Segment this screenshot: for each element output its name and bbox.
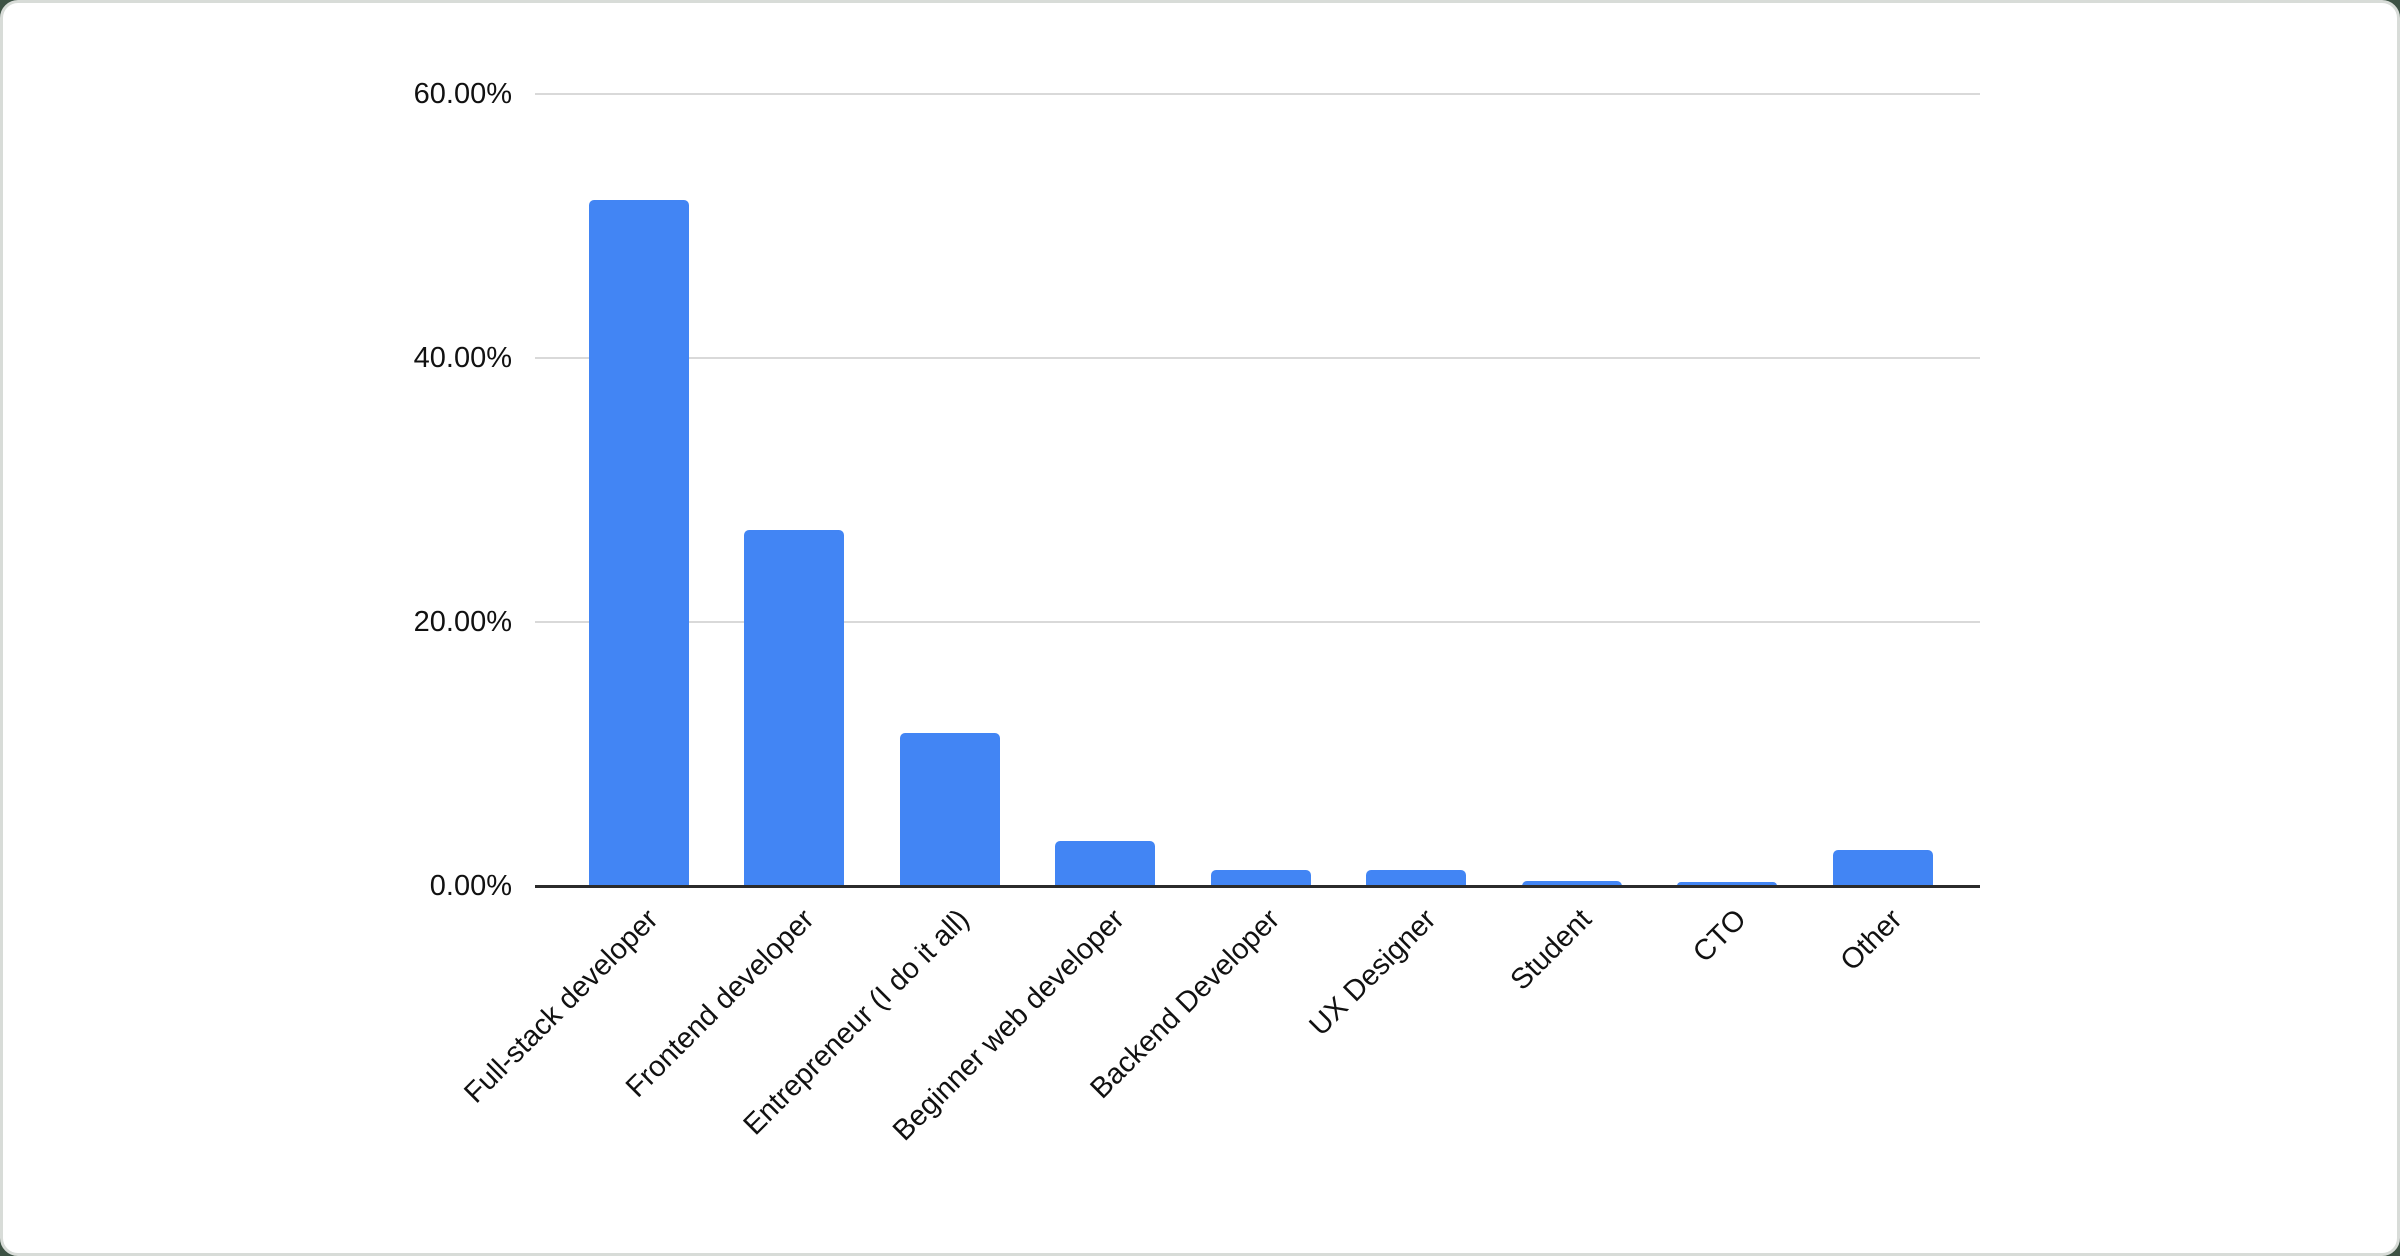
- plot-area: [535, 93, 1980, 888]
- bar-ux-designer[interactable]: [1366, 870, 1466, 886]
- y-axis-tick-label-0: 0.00%: [429, 870, 512, 902]
- bar-backend-developer[interactable]: [1210, 870, 1311, 886]
- y-axis-tick-label-40: 40.00%: [413, 342, 512, 374]
- x-axis-label-ux-designer: UX Designer: [1303, 903, 1442, 1043]
- x-axis-label-cto: CTO: [1687, 903, 1753, 969]
- x-axis-line: [535, 884, 1980, 888]
- bar-student[interactable]: [1521, 881, 1622, 886]
- bar-beginner-web-developer[interactable]: [1055, 841, 1155, 886]
- bar-cto[interactable]: [1677, 882, 1777, 886]
- y-axis-tick-label-60: 60.00%: [413, 78, 512, 110]
- bar-full-stack-developer[interactable]: [588, 200, 689, 886]
- gridline-20: [535, 621, 1980, 623]
- y-axis-tick-label-20: 20.00%: [413, 606, 512, 638]
- x-axis-label-student: Student: [1504, 903, 1598, 997]
- bar-other[interactable]: [1832, 850, 1933, 886]
- bar-frontend-developer[interactable]: [744, 530, 844, 886]
- gridline-40: [535, 357, 1980, 359]
- x-axis-label-other: Other: [1834, 903, 1909, 978]
- gridline-60: [535, 93, 1980, 95]
- bar-entrepreneur-i-do-it-all[interactable]: [899, 733, 1000, 886]
